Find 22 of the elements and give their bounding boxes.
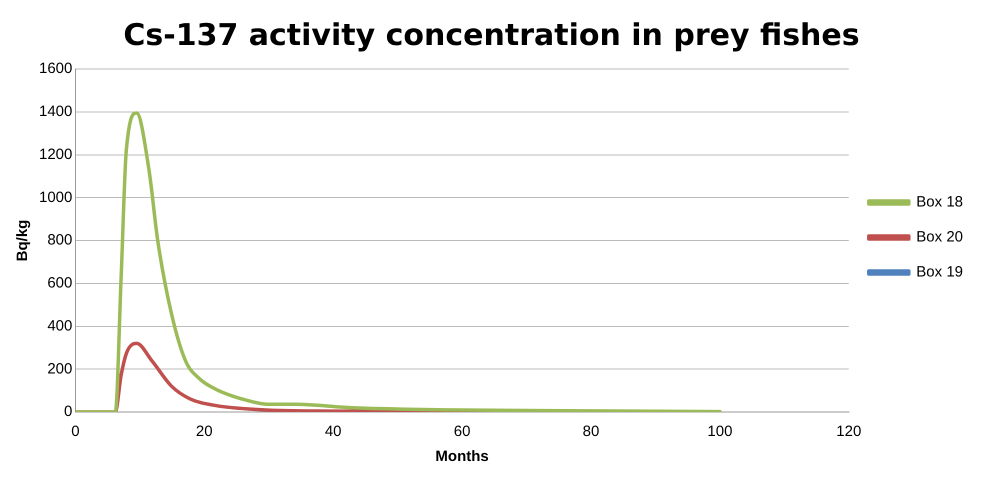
y-tick-label: 1600 bbox=[38, 60, 72, 78]
y-tick-label: 200 bbox=[47, 360, 72, 378]
x-tick-label: 100 bbox=[707, 423, 732, 440]
y-tick-label: 800 bbox=[47, 232, 72, 249]
y-tick-label: 400 bbox=[47, 317, 72, 334]
x-tick-label: 40 bbox=[324, 423, 342, 440]
line-series bbox=[75, 111, 722, 412]
x-axis-title: Months bbox=[435, 448, 489, 466]
y-tick-label: 0 bbox=[64, 403, 72, 420]
x-tick-label: 80 bbox=[582, 423, 600, 440]
y-tick-label: 1000 bbox=[38, 188, 72, 206]
chart-title: Cs-137 activity concentration in prey fishes bbox=[123, 18, 860, 53]
y-tick-label: 600 bbox=[47, 274, 72, 292]
y-tick-label: 1200 bbox=[38, 146, 72, 163]
legend-label: Box 20 bbox=[916, 228, 964, 246]
legend-label: Box 19 bbox=[916, 264, 964, 281]
legend-label: Box 18 bbox=[916, 194, 964, 211]
y-axis-title: Bq/kg bbox=[14, 220, 32, 262]
x-tick-label: 20 bbox=[196, 423, 213, 440]
x-tick-label: 60 bbox=[454, 423, 470, 440]
x-tick-label: 120 bbox=[836, 423, 862, 440]
y-tick-label: 1400 bbox=[38, 103, 72, 120]
